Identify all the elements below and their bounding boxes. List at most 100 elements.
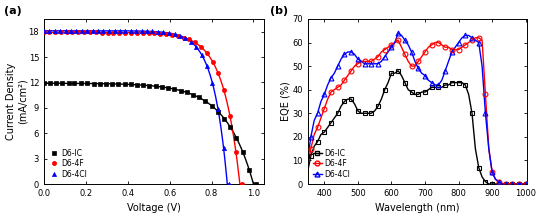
D6-4F [69,31,76,34]
D6-4Cl [73,30,80,32]
D6-4F [151,32,158,35]
D6-4F [163,33,169,35]
D6-IC [246,168,253,171]
D6-IC [253,183,259,185]
D6-4F [145,32,152,34]
D6-4Cl [149,30,156,33]
D6-IC [233,137,240,139]
D6-IC [53,82,59,85]
D6-IC [102,82,109,85]
D6-IC [133,83,140,86]
D6-IC [140,84,146,87]
D6-IC [184,91,190,94]
D6-4F [169,34,175,36]
Legend: D6-IC, D6-4F, D6-4Cl: D6-IC, D6-4F, D6-4Cl [311,147,352,180]
D6-4F [180,36,187,39]
D6-4F [116,31,122,34]
Legend: D6-IC, D6-4F, D6-4Cl: D6-IC, D6-4F, D6-4Cl [48,147,88,180]
D6-4Cl [133,30,139,32]
D6-IC [159,86,165,88]
D6-4Cl [57,30,63,32]
D6-IC [190,94,197,96]
D6-4F [191,41,198,44]
D6-4F [81,31,88,34]
D6-4F [87,31,94,34]
D6-IC [146,84,153,87]
D6-IC [152,85,159,88]
D6-IC [91,82,97,85]
D6-4Cl [188,40,194,43]
D6-4Cl [100,30,107,32]
D6-IC [109,83,115,85]
D6-4Cl [111,30,118,32]
D6-4F [127,31,134,34]
D6-IC [221,117,228,120]
D6-4Cl [204,64,210,67]
D6-IC [71,82,78,85]
D6-IC [59,82,66,85]
D6-4Cl [182,37,189,39]
D6-4Cl [198,54,205,57]
D6-4F [64,31,70,34]
D6-4Cl [160,31,167,34]
Line: D6-4Cl: D6-4Cl [42,29,231,186]
D6-4F [41,31,47,34]
D6-4Cl [226,183,233,185]
Y-axis label: Current Density
(mA/cm²): Current Density (mA/cm²) [5,63,27,140]
D6-4F [186,38,192,41]
D6-4Cl [171,33,178,35]
D6-4F [221,89,227,92]
D6-4F [98,31,105,34]
D6-IC [209,104,215,107]
D6-4F [139,32,146,34]
D6-4F [93,31,100,34]
D6-4Cl [144,30,151,33]
D6-4F [52,31,59,34]
D6-4Cl [193,46,199,48]
D6-4Cl [89,30,96,32]
D6-IC [121,83,128,86]
D6-4Cl [127,30,134,32]
D6-4F [227,114,233,117]
Text: (b): (b) [270,6,288,16]
D6-4Cl [166,32,172,34]
D6-4F [157,32,163,35]
D6-IC [84,82,91,85]
D6-4F [203,52,210,54]
D6-4Cl [139,30,145,32]
X-axis label: Voltage (V): Voltage (V) [127,203,181,214]
Line: D6-4F: D6-4F [42,30,244,186]
D6-IC [47,82,53,85]
D6-4Cl [220,146,227,149]
D6-4F [215,72,221,74]
D6-4F [197,46,204,48]
D6-IC [78,82,84,85]
D6-4F [75,31,82,34]
D6-IC [227,125,234,128]
D6-IC [202,100,209,102]
D6-IC [240,151,246,153]
D6-4Cl [79,30,85,32]
D6-IC [196,96,202,99]
D6-4Cl [46,30,52,32]
D6-4Cl [122,30,128,32]
D6-4F [175,35,181,37]
D6-4F [133,32,140,34]
D6-4F [238,183,245,185]
D6-4Cl [154,30,161,33]
X-axis label: Wavelength (nm): Wavelength (nm) [375,203,460,214]
D6-4F [104,31,111,34]
D6-IC [215,110,221,113]
D6-IC [41,82,47,85]
D6-4Cl [176,34,183,37]
Text: (a): (a) [4,6,22,16]
D6-IC [177,89,184,92]
D6-4Cl [95,30,101,32]
D6-4F [58,31,64,34]
D6-4F [110,31,117,34]
D6-IC [128,83,134,86]
D6-4Cl [117,30,124,32]
D6-IC [171,88,177,90]
D6-4F [46,31,53,34]
D6-4Cl [67,30,74,32]
